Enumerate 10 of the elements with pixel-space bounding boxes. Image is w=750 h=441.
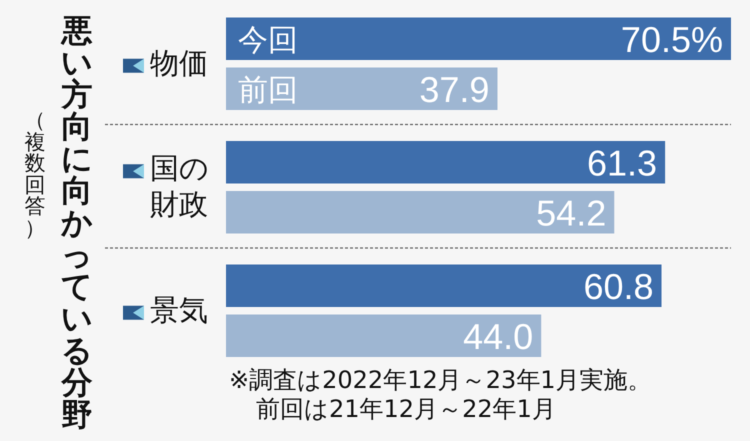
annotation: 前回は21年12月～22年1月 bbox=[256, 395, 556, 423]
label-s1-c0: 37.9 bbox=[419, 68, 490, 110]
label-s0-c1: 61.3 bbox=[587, 142, 658, 184]
title: 悪い方向に向かっている分野 bbox=[60, 15, 94, 431]
label-s1-c1: 54.2 bbox=[536, 192, 606, 234]
subtitle: （複数回答） bbox=[24, 110, 46, 239]
annotation: ※調査は2022年12月～23年1月実施。 bbox=[229, 366, 652, 394]
label-s0-c0: 70.5% bbox=[620, 18, 723, 60]
label-s0-c2: 60.8 bbox=[583, 266, 654, 307]
label-s1-c2: 44.0 bbox=[463, 316, 534, 357]
